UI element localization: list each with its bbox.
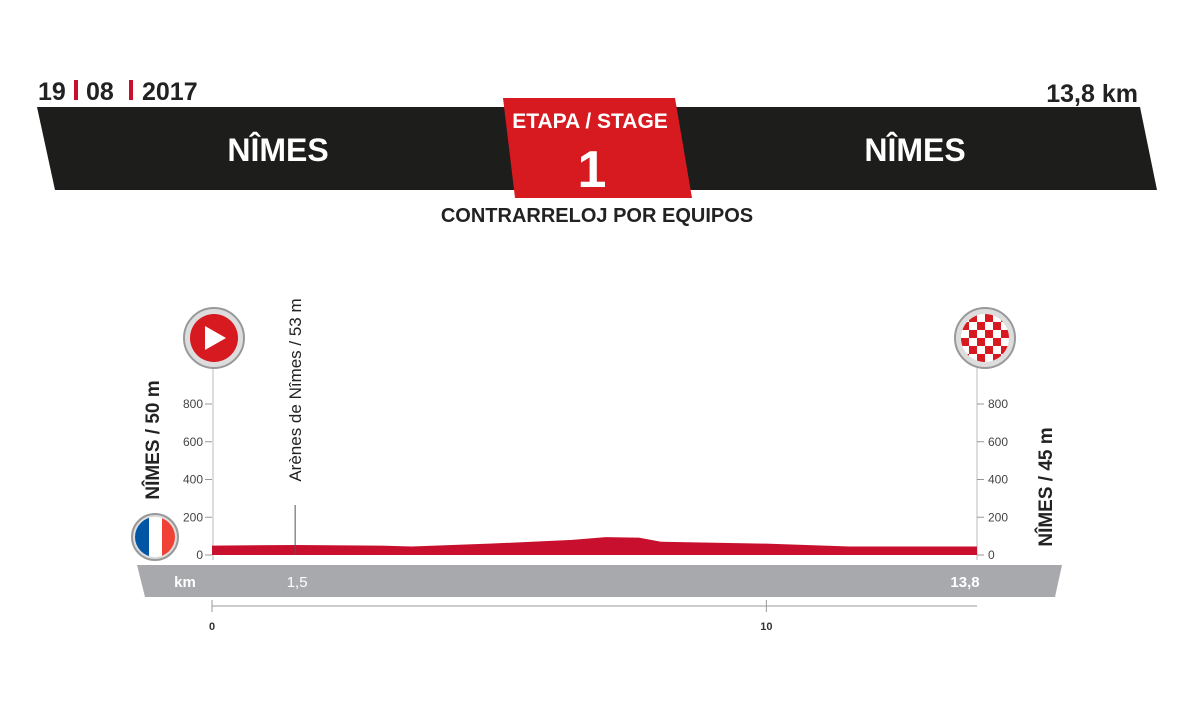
x-tick-label: 0 [209,621,215,633]
checker-square [993,322,1001,330]
checker-square [969,346,977,354]
km-marker: 1,5 [287,574,308,591]
landmark-label: Arènes de Nîmes / 53 m [286,298,305,481]
checker-square [1001,346,1009,354]
stage-number: 1 [578,141,607,199]
y-tick-label: 600 [183,435,203,449]
km-marker: 13,8 [950,574,979,591]
stage-type: CONTRARRELOJ POR EQUIPOS [441,205,753,227]
y-tick-label: 200 [183,510,203,524]
y-tick-label-right: 400 [988,473,1008,487]
elevation-area [212,537,977,555]
finish-label: NÎMES / 45 m [1035,427,1057,546]
y-tick-label: 0 [196,548,203,562]
checker-square [985,314,993,322]
date-year: 2017 [142,78,198,106]
finish-city: NÎMES [864,132,965,168]
y-tick-label-right: 0 [988,548,995,562]
y-tick-label: 400 [183,473,203,487]
y-tick-label: 800 [183,397,203,411]
checker-square [969,314,977,322]
km-label: km [174,574,196,591]
checker-square [977,354,985,362]
date-day: 19 [38,78,66,106]
checker-square [985,346,993,354]
checker-square [1001,330,1009,338]
x-tick-label: 10 [760,621,772,633]
y-tick-label-right: 600 [988,435,1008,449]
distance: 13,8 km [1046,80,1138,108]
checker-square [969,330,977,338]
checker-square [993,354,1001,362]
start-label: NÎMES / 50 m [142,380,164,499]
checker-square [961,322,969,330]
y-tick-label-right: 800 [988,397,1008,411]
checker-square [961,338,969,346]
checker-square [977,322,985,330]
date-month: 08 [86,78,114,106]
checker-square [977,338,985,346]
y-tick-label-right: 200 [988,510,1008,524]
stage-label: ETAPA / STAGE [512,110,668,133]
checker-square [985,330,993,338]
checker-square [993,338,1001,346]
start-city: NÎMES [227,132,328,168]
